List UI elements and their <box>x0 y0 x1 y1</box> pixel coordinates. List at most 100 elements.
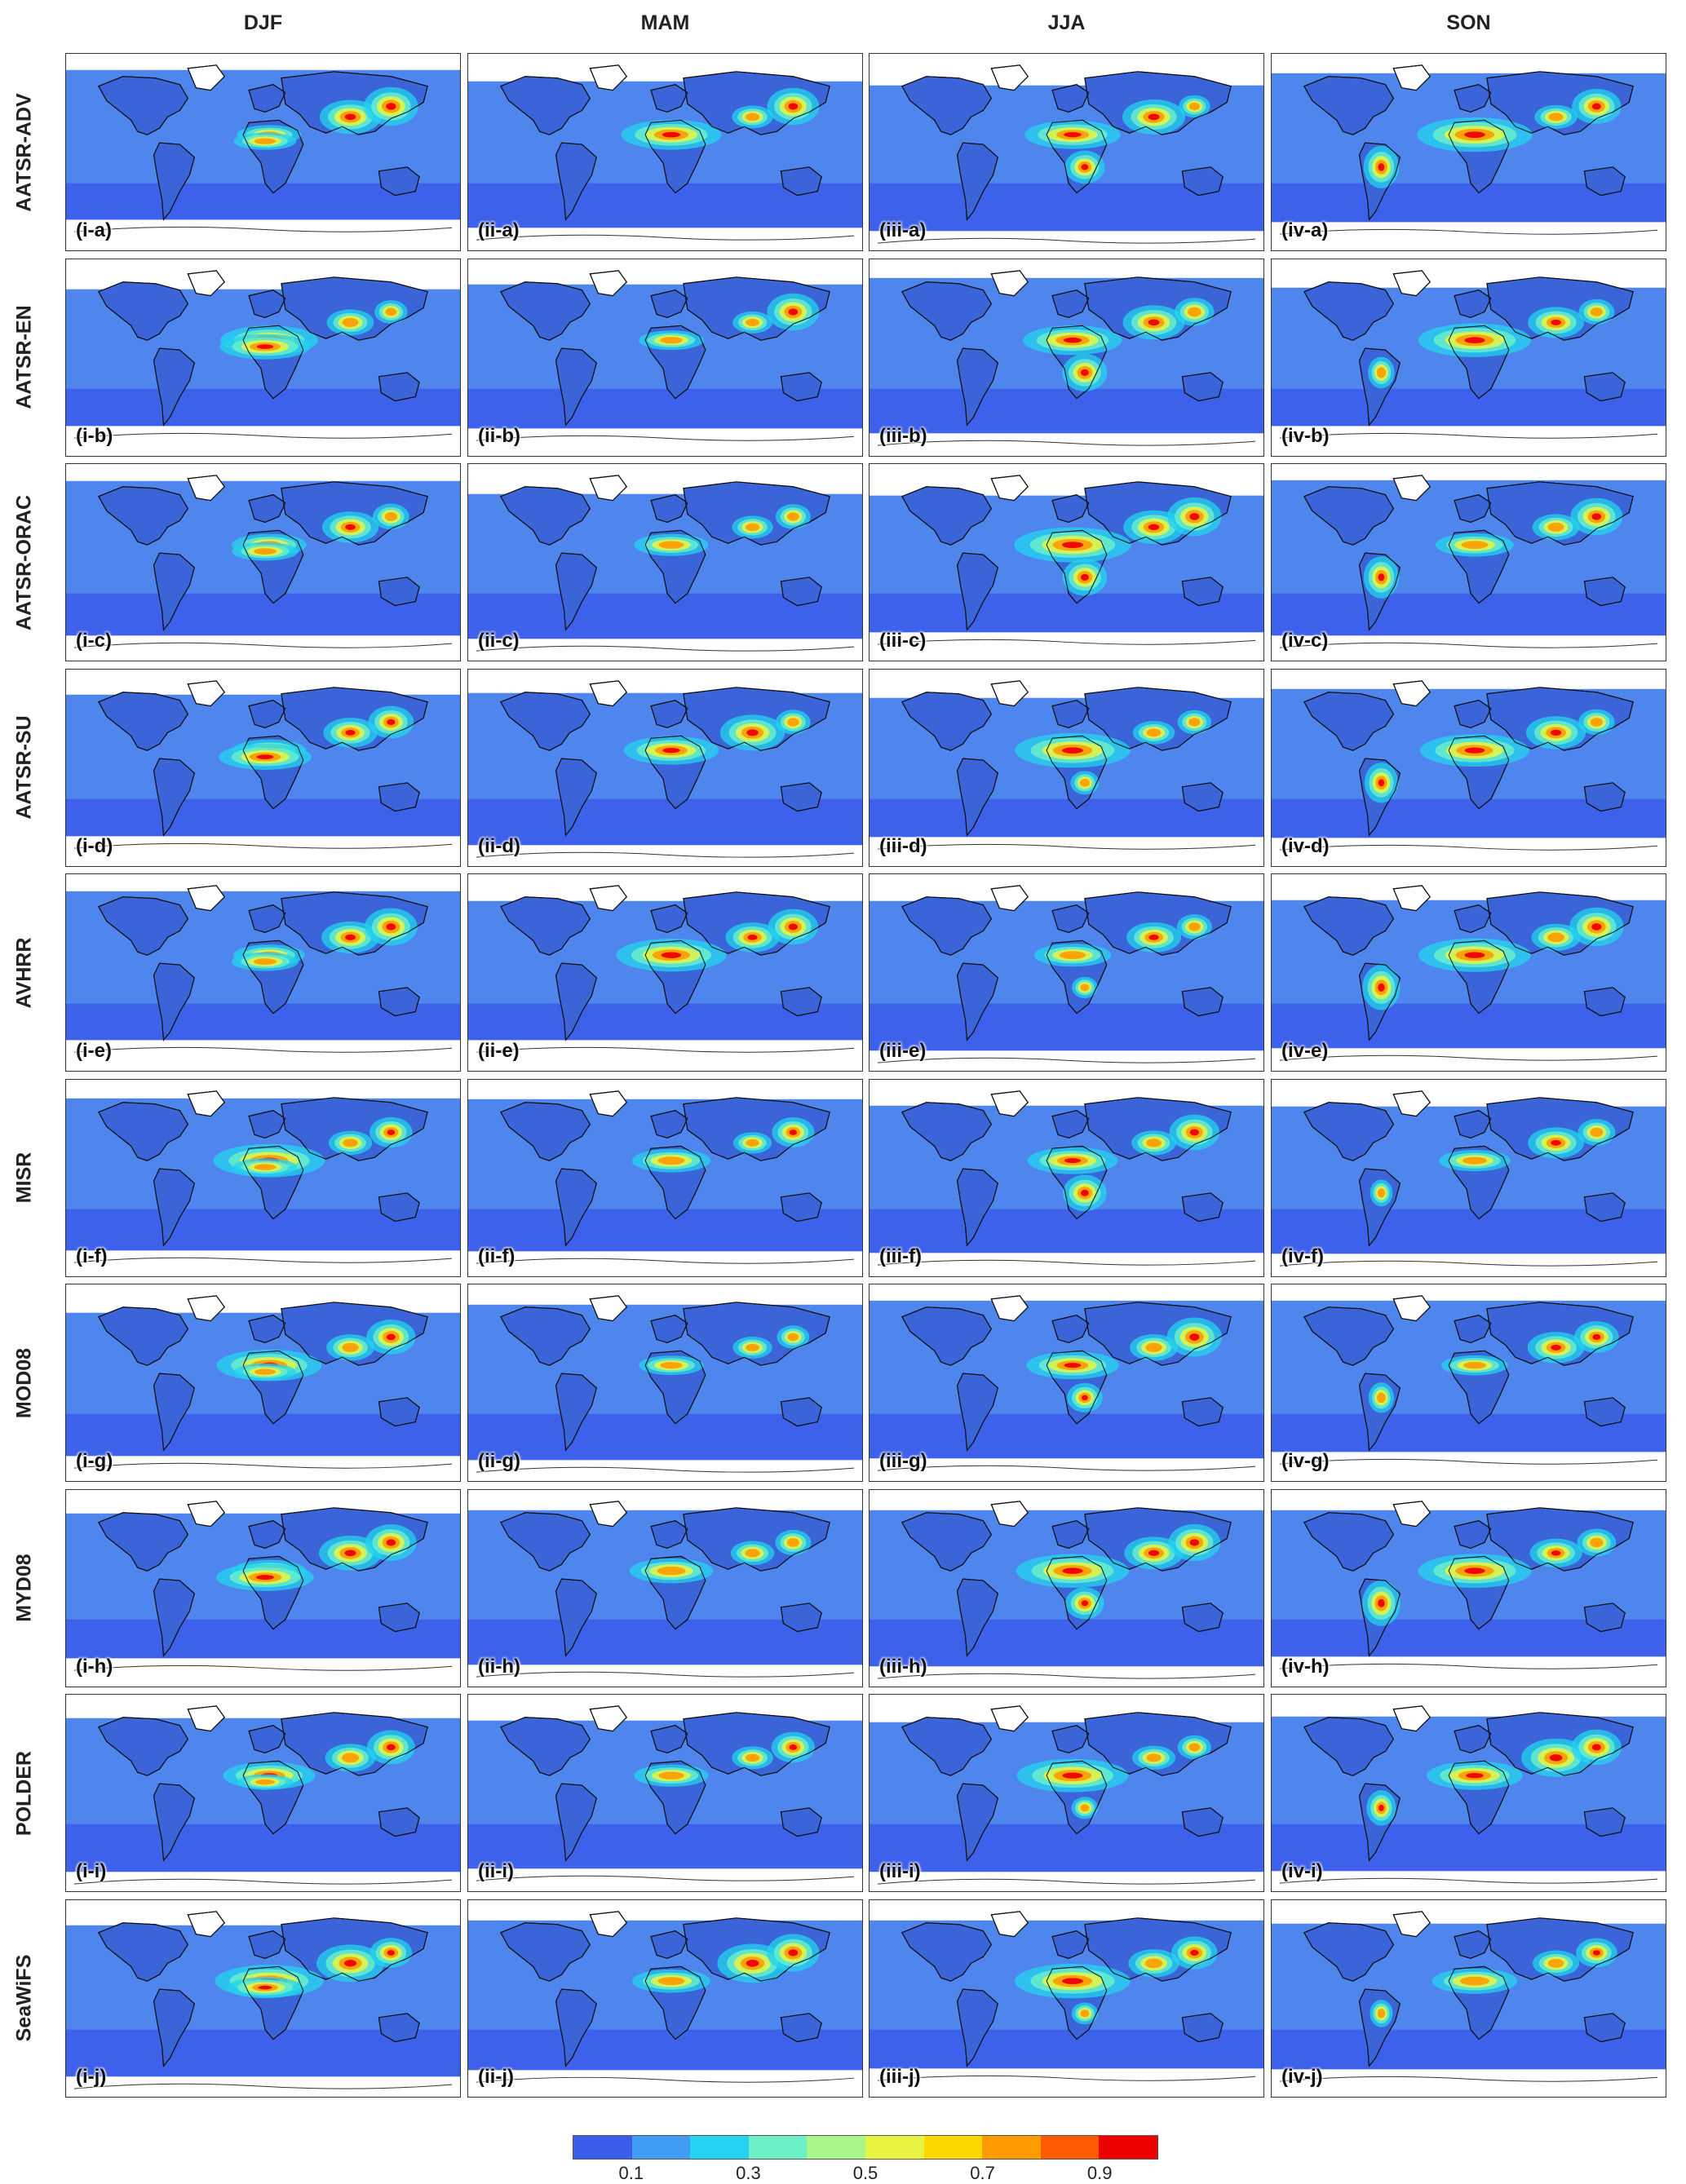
aod-hotspot <box>1549 1754 1563 1762</box>
aod-hotspot <box>746 1138 759 1147</box>
aod-hotspot <box>1080 2009 1090 2017</box>
aod-map <box>870 1910 1263 2081</box>
coastline <box>378 2012 420 2042</box>
antarctica-outline <box>73 842 453 849</box>
coastline <box>187 885 225 912</box>
aod-map <box>1272 679 1666 851</box>
coastline <box>1448 1555 1510 1629</box>
coastline <box>153 142 195 221</box>
aod-hotspot <box>344 1959 357 1967</box>
coastline <box>1448 735 1510 809</box>
aod-hotspot <box>1148 934 1159 940</box>
map-panel-mod08-djf: (i-g) <box>65 1284 461 1482</box>
antarctica-outline <box>1279 1877 1658 1884</box>
antarctica-outline <box>73 1878 453 1885</box>
map-panel-polder-son: (iv-i) <box>1271 1694 1666 1892</box>
aod-hotspot <box>345 524 356 530</box>
coastline <box>1583 781 1626 811</box>
panel-label: (ii-d) <box>478 834 520 857</box>
aod-hotspot <box>386 103 396 110</box>
aod-hotspot <box>1591 513 1602 520</box>
aod-hotspot <box>657 1566 686 1575</box>
coastline <box>555 1783 597 1862</box>
coastline <box>1448 939 1510 1015</box>
row-header-polder: POLDER <box>0 1694 49 1892</box>
aod-hotspot <box>788 103 799 110</box>
coastline <box>1051 1315 1090 1343</box>
coastline <box>98 1717 188 1776</box>
coastline <box>98 1306 188 1366</box>
aod-hotspot <box>344 1549 356 1556</box>
map-panel-polder-mam: (ii-i) <box>467 1694 863 1892</box>
panel-label: (ii-h) <box>478 1655 520 1678</box>
panel-label: (i-b) <box>76 424 113 447</box>
coastline <box>1392 475 1431 502</box>
aod-map <box>870 679 1263 850</box>
aod-hotspot <box>342 317 359 327</box>
coastline <box>98 1921 188 1982</box>
panel-label: (iv-b) <box>1281 424 1330 447</box>
coastline <box>98 486 188 546</box>
coastline <box>248 1315 286 1343</box>
panel-label: (iv-g) <box>1281 1450 1330 1472</box>
coastline <box>990 475 1029 502</box>
aod-map <box>468 269 862 441</box>
row-header-label: MISR <box>12 1152 36 1204</box>
coastline <box>1392 1295 1431 1322</box>
map-panel-aatsr-su-djf: (i-d) <box>65 668 461 867</box>
aod-hotspot <box>1464 336 1485 343</box>
antarctica-outline <box>1279 1663 1658 1669</box>
aod-hotspot <box>256 754 274 759</box>
aod-map <box>468 1705 862 1881</box>
aod-hotspot <box>1590 717 1603 727</box>
coastline <box>1046 1350 1108 1425</box>
coastline <box>644 1965 706 2040</box>
coastline <box>1448 119 1510 194</box>
coastline <box>248 289 286 318</box>
map-panel-aatsr-en-djf: (i-b) <box>65 258 461 457</box>
coastline <box>1583 987 1626 1017</box>
row-header-avhrr: AVHRR <box>0 873 49 1072</box>
aod-hotspot <box>787 717 799 727</box>
column-header-djf: DJF <box>243 11 283 34</box>
coastline <box>1359 1578 1401 1657</box>
row-header-myd08: MYD08 <box>0 1489 49 1687</box>
antarctica-outline <box>877 843 1256 850</box>
coastline <box>500 691 591 751</box>
aod-map <box>870 1295 1263 1471</box>
coastline <box>1486 1506 1634 1572</box>
aod-hotspot <box>1081 1599 1089 1606</box>
coastline <box>1181 781 1224 811</box>
aod-hotspot <box>1550 729 1562 736</box>
aod-hotspot <box>1591 1744 1601 1751</box>
coastline <box>555 552 597 631</box>
coastline <box>1181 166 1224 197</box>
coastline <box>187 1500 225 1527</box>
coastline <box>1454 84 1492 113</box>
aod-hotspot <box>386 1744 396 1751</box>
coastline <box>650 1315 688 1343</box>
aod-hotspot <box>1145 1342 1162 1352</box>
coastline <box>500 1101 591 1161</box>
coastline <box>1303 691 1394 751</box>
aod-hotspot <box>1551 1139 1561 1146</box>
coastline <box>1303 1921 1394 1982</box>
coastline <box>650 1109 688 1138</box>
aod-hotspot <box>662 747 680 753</box>
map-panel-mod08-son: (iv-g) <box>1271 1284 1666 1482</box>
coastline <box>1181 987 1224 1017</box>
map-panel-aatsr-en-son: (iv-b) <box>1271 258 1666 457</box>
panel-label: (i-f) <box>76 1245 108 1267</box>
coastline <box>187 679 225 706</box>
coastline <box>589 64 627 91</box>
coastline <box>1454 1519 1492 1549</box>
coastline <box>1448 1760 1510 1835</box>
coastline <box>500 1511 591 1572</box>
aod-hotspot <box>1548 113 1564 122</box>
aod-hotspot <box>1062 1567 1083 1574</box>
aod-hotspot <box>1146 727 1162 736</box>
coastline <box>1046 1555 1108 1629</box>
aod-hotspot <box>1377 1392 1386 1404</box>
aod-hotspot <box>1063 337 1082 343</box>
panel-label: (i-j) <box>76 2065 107 2088</box>
